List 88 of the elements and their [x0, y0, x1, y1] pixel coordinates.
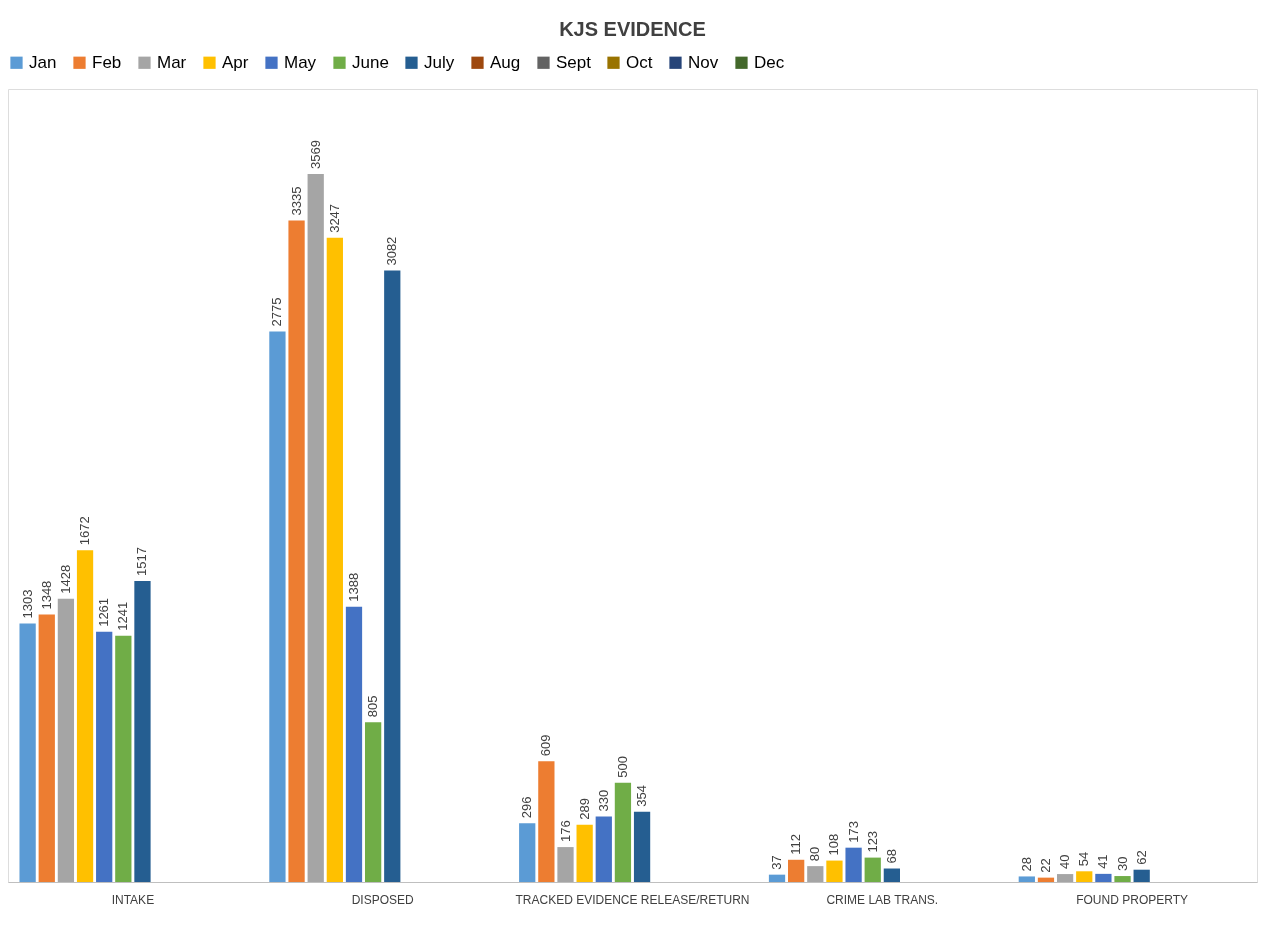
- data-label: 112: [788, 834, 804, 855]
- bar: [519, 823, 536, 882]
- bar: [576, 824, 593, 882]
- bar: [788, 859, 805, 882]
- bar: [614, 782, 632, 882]
- data-label: 1241: [115, 601, 131, 631]
- bar: [1018, 876, 1035, 882]
- legend-label: Apr: [222, 52, 249, 72]
- data-label: 354: [634, 785, 650, 807]
- bar: [807, 866, 824, 882]
- bar: [57, 598, 75, 882]
- bar: [269, 331, 286, 882]
- bar: [345, 606, 363, 882]
- data-label: 40: [1057, 854, 1073, 870]
- legend-label: Sept: [556, 52, 592, 72]
- data-label: 3082: [384, 236, 400, 266]
- data-label: 1261: [96, 597, 112, 627]
- data-label: 3247: [326, 203, 342, 233]
- data-label: 1388: [345, 572, 361, 602]
- chart-title: KJS EVIDENCE: [559, 18, 706, 40]
- data-label: 1672: [77, 516, 93, 546]
- legend-label: Nov: [688, 52, 719, 72]
- data-label: 22: [1037, 858, 1053, 873]
- bar: [1114, 876, 1131, 882]
- bar: [96, 631, 113, 882]
- bar: [1095, 873, 1112, 882]
- bar: [1056, 874, 1074, 882]
- legend-label: July: [424, 52, 455, 72]
- data-label: 289: [576, 797, 592, 820]
- bar: [19, 623, 36, 882]
- data-label: 173: [845, 820, 861, 843]
- legend-label: Jan: [29, 52, 57, 72]
- bar: [845, 847, 862, 882]
- data-label: 80: [807, 846, 823, 862]
- legend-label: June: [352, 52, 389, 72]
- data-label: 176: [557, 820, 573, 843]
- x-tick-label: DISPOSED: [351, 892, 415, 907]
- bar: [364, 722, 382, 882]
- x-tick-label: CRIME LAB TRANS.: [826, 892, 939, 907]
- bar: [538, 761, 555, 882]
- data-label: 54: [1076, 851, 1092, 867]
- legend-label: Feb: [92, 52, 122, 72]
- data-label: 1348: [38, 580, 54, 610]
- data-label: 28: [1018, 856, 1034, 872]
- data-label: 30: [1114, 856, 1130, 872]
- data-label: 296: [519, 796, 535, 819]
- data-label: 3335: [288, 186, 304, 216]
- x-tick-label: INTAKE: [111, 892, 155, 907]
- data-label: 108: [826, 833, 842, 856]
- data-label: 1428: [57, 564, 73, 594]
- data-label: 1517: [134, 547, 150, 577]
- bar: [38, 614, 55, 882]
- bar: [826, 860, 843, 882]
- legend-label: Aug: [490, 52, 521, 72]
- bar: [768, 874, 786, 882]
- x-tick-label: TRACKED EVIDENCE RELEASE/RETURN: [515, 892, 750, 907]
- data-label: 1303: [19, 589, 35, 619]
- data-label: 37: [769, 855, 785, 870]
- legend-label: Mar: [157, 52, 187, 72]
- bar: [595, 816, 612, 882]
- data-label: 123: [864, 830, 880, 853]
- bar: [76, 550, 94, 882]
- bar: [326, 237, 343, 882]
- legend-label: Dec: [754, 52, 785, 72]
- bar: [557, 847, 574, 882]
- bar: [288, 220, 305, 882]
- data-label: 3569: [307, 140, 323, 169]
- data-label: 62: [1133, 850, 1149, 865]
- bar: [883, 868, 901, 882]
- data-label: 2775: [269, 297, 285, 327]
- bar: [115, 635, 132, 882]
- legend-label: May: [284, 52, 317, 72]
- x-tick-label: FOUND PROPERTY: [1076, 892, 1188, 907]
- bar: [1037, 877, 1055, 882]
- data-label: 41: [1095, 854, 1111, 869]
- data-label: 68: [883, 849, 899, 864]
- data-label: 609: [538, 734, 554, 757]
- bar: [1133, 869, 1150, 882]
- bar: [633, 811, 651, 882]
- bar: [384, 270, 401, 882]
- bar: [864, 857, 881, 882]
- bar: [307, 173, 324, 882]
- bar: [134, 581, 151, 882]
- legend-label: Oct: [626, 52, 653, 72]
- data-label: 330: [595, 789, 611, 812]
- bar: [1076, 871, 1093, 882]
- data-label: 805: [365, 695, 381, 718]
- data-label: 500: [614, 756, 630, 778]
